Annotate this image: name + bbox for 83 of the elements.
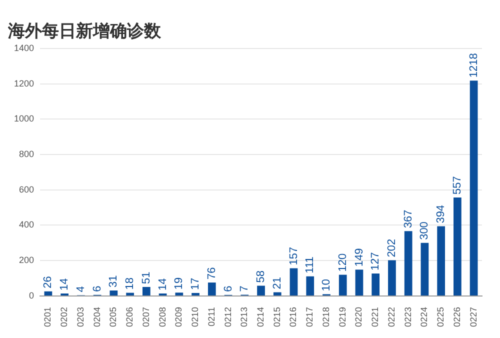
- data-label: 557: [451, 176, 464, 194]
- bar: [273, 292, 282, 296]
- x-tick-label: 0214: [255, 306, 266, 328]
- data-label: 127: [370, 252, 382, 271]
- bar: [257, 286, 265, 296]
- data-label: 58: [255, 270, 268, 283]
- bar: [437, 226, 446, 296]
- data-label: 7: [238, 286, 251, 292]
- x-tick-label: 0222: [386, 306, 396, 328]
- x-tick-label: 0212: [222, 306, 233, 328]
- data-label: 111: [304, 256, 316, 274]
- bar: [338, 274, 347, 296]
- data-label: 31: [108, 275, 120, 288]
- data-label: 149: [353, 248, 366, 267]
- data-label: 202: [386, 238, 398, 258]
- bar: [142, 286, 150, 296]
- x-tick-label: 0208: [157, 306, 168, 328]
- y-tick-label: 1400: [14, 42, 34, 53]
- bar: [388, 260, 396, 296]
- x-tick-label: 0203: [75, 306, 86, 328]
- x-tick-label: 0206: [124, 306, 135, 328]
- data-label: 367: [402, 210, 414, 228]
- x-tick-label: 0219: [337, 306, 348, 328]
- bar: [110, 290, 118, 296]
- x-tick-label: 0210: [190, 306, 200, 328]
- x-tick-label: 0216: [288, 306, 298, 328]
- data-label: 6: [91, 286, 104, 292]
- data-label: 26: [42, 276, 54, 288]
- data-label: 157: [288, 246, 300, 266]
- x-tick-label: 0221: [370, 306, 380, 328]
- bar: [44, 291, 52, 296]
- x-tick-label: 0204: [92, 306, 102, 328]
- y-tick-label: 1200: [14, 78, 34, 88]
- x-tick-label: 0209: [174, 306, 184, 328]
- data-label: 6: [222, 286, 234, 292]
- data-label: 14: [156, 278, 169, 291]
- bar: [355, 270, 364, 296]
- data-label: 19: [173, 277, 186, 290]
- x-tick-label: 0223: [402, 306, 413, 328]
- chart-title: 海外每日新增确诊数: [7, 22, 162, 42]
- bar: [404, 231, 412, 296]
- y-tick-label: 600: [18, 184, 34, 194]
- data-label: 4: [74, 286, 87, 292]
- y-tick-label: 0: [29, 290, 34, 300]
- bar: [175, 292, 184, 296]
- x-tick-label: 0205: [108, 306, 118, 328]
- data-label: 14: [58, 278, 71, 291]
- x-tick-label: 0207: [140, 306, 151, 328]
- data-label: 120: [336, 253, 349, 272]
- x-tick-label: 0224: [419, 306, 430, 328]
- x-tick-label: 0227: [468, 306, 478, 328]
- data-label: 300: [418, 222, 431, 240]
- bar: [454, 197, 462, 296]
- y-tick-label: 200: [18, 255, 34, 266]
- data-label: 10: [320, 278, 333, 292]
- x-tick-label: 0211: [206, 306, 216, 326]
- data-label: 17: [190, 278, 202, 290]
- x-tick-label: 0218: [320, 306, 331, 328]
- bar: [126, 292, 134, 296]
- bar: [208, 282, 216, 296]
- x-tick-label: 0217: [304, 306, 315, 328]
- y-tick-label: 800: [18, 148, 34, 159]
- data-label: 76: [206, 267, 218, 280]
- data-label: 51: [140, 272, 152, 284]
- data-label: 18: [124, 278, 136, 290]
- data-label: 21: [271, 277, 284, 290]
- y-tick-label: 400: [18, 220, 34, 230]
- bar: [372, 274, 380, 296]
- x-tick-label: 0202: [59, 306, 70, 328]
- bar: [306, 276, 314, 296]
- bar: [192, 292, 200, 296]
- x-tick-label: 0226: [452, 306, 462, 328]
- bar: [470, 80, 478, 296]
- bar: [290, 268, 298, 296]
- x-tick-label: 0213: [239, 306, 250, 328]
- x-tick-label: 0220: [354, 306, 364, 328]
- y-tick-label: 1000: [14, 114, 34, 124]
- x-tick-label: 0201: [42, 306, 53, 328]
- bar: [420, 242, 429, 296]
- x-tick-label: 0215: [272, 306, 282, 328]
- x-tick-label: 0225: [436, 306, 446, 328]
- data-label: 1218: [468, 53, 480, 78]
- data-label: 394: [435, 204, 448, 224]
